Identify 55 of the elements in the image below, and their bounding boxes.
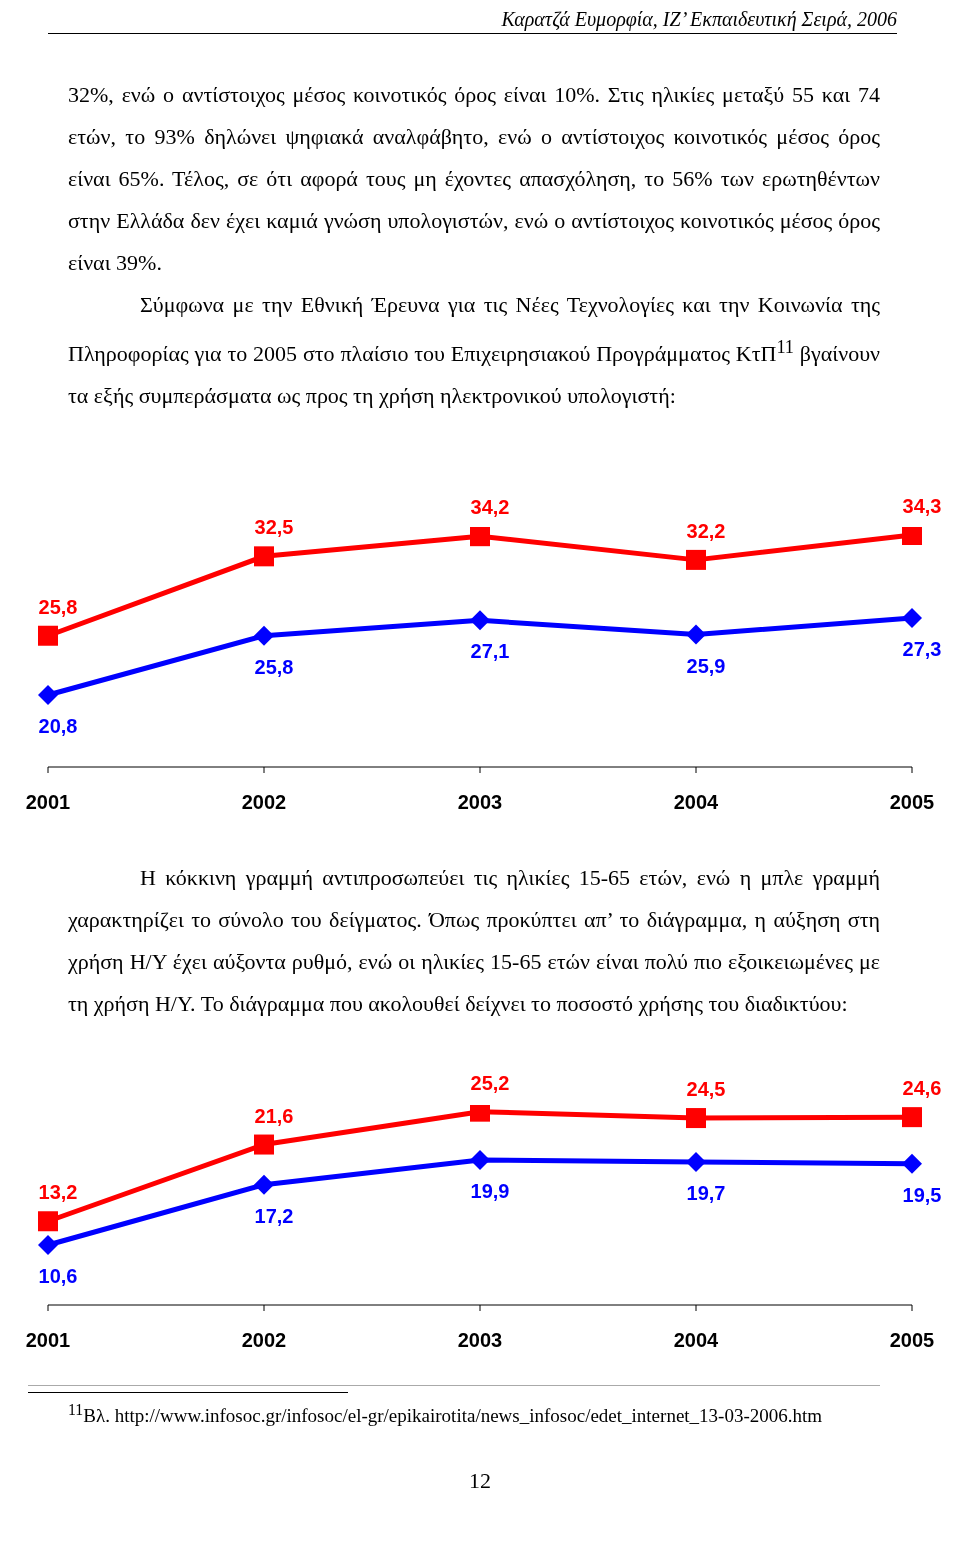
point <box>686 1152 706 1173</box>
data-label: 32,2 <box>686 520 726 543</box>
x-tick-label: 2005 <box>889 791 935 814</box>
x-tick-label: 2004 <box>673 1329 720 1352</box>
x-tick-label: 2001 <box>25 791 71 814</box>
data-label: 25,2 <box>470 1071 510 1094</box>
point <box>470 610 490 631</box>
point <box>38 1235 58 1256</box>
data-label: 34,3 <box>902 495 942 518</box>
x-tick-label: 2005 <box>889 1329 935 1352</box>
point <box>902 1107 922 1128</box>
point <box>254 626 274 647</box>
text: Η κόκκινη γραμμή αντιπροσωπεύει τις ηλικίες 15-65 ετών, ενώ η μπλε γραμμή χαρακτηρίζει το σύνολο του δείγματος. Όπως προκύπτει απ’ το διάγραμμα, η αύξηση στη χρήση Η/Υ έχει αύξοντα ρυθμό, ενώ οι ηλικίες 15-65 ετών είναι πολύ πιο εξοικειωμένες με τη χρήση Η/Υ. Το διάγραμμα που ακολουθεί δείχνει το ποσοστό χρήσης του διαδικτύου: <box>68 864 880 1019</box>
data-label: 13,2 <box>38 1181 78 1204</box>
data-label: 19,5 <box>902 1184 942 1207</box>
point <box>902 527 922 546</box>
x-tick-label: 2004 <box>673 791 720 814</box>
point <box>254 1175 274 1196</box>
point <box>38 685 58 706</box>
text: Σύμφωνα με την Εθνική Έρευνα για τις Νέες Τεχνολογίες και την Κοινωνία της Πληροφορίας για το 2005 στο πλαίσιο του Επιχειρησιακού Προγράμματος ΚτΠ$^{11}$ βγαίνουν τα εξής συμπεράσματα ως προς τη χρήση ηλεκτρονικού υπολογιστή: <box>68 292 880 409</box>
point <box>254 546 274 567</box>
point <box>686 1108 706 1129</box>
text: 12 <box>468 1467 492 1494</box>
point <box>254 1134 274 1155</box>
point <box>686 624 706 645</box>
x-tick-label: 2002 <box>241 1329 287 1352</box>
point <box>470 1150 490 1171</box>
data-label: 17,2 <box>254 1205 294 1228</box>
point <box>902 608 922 629</box>
point <box>686 550 706 571</box>
data-label: 25,8 <box>38 596 78 619</box>
data-label: 21,6 <box>254 1104 294 1127</box>
data-label: 24,5 <box>686 1078 726 1101</box>
data-label: 19,9 <box>470 1180 510 1203</box>
x-tick-label: 2002 <box>241 791 287 814</box>
data-label: 25,9 <box>686 654 726 677</box>
text: Καρατζά Ευμορφία, ΙΖ’ Εκπαιδευτική Σειρά, 2006 <box>48 8 897 34</box>
data-label: 20,8 <box>38 715 78 738</box>
point <box>902 1154 922 1175</box>
x-tick-label: 2003 <box>457 791 503 814</box>
data-label: 34,2 <box>470 496 510 519</box>
x-tick-label: 2001 <box>25 1329 71 1352</box>
data-label: 10,6 <box>38 1265 78 1288</box>
data-label: 24,6 <box>902 1077 942 1100</box>
point <box>38 1211 58 1232</box>
text: $^{11}$Βλ. http://www.infosoc.gr/infosoc/el-gr/epikairotita/news_infosoc/edet_internet_13-03-2006.htm <box>67 1401 824 1428</box>
x-tick-label: 2003 <box>457 1329 503 1352</box>
data-label: 19,7 <box>686 1182 726 1205</box>
data-label: 32,5 <box>254 516 294 539</box>
text: 32%, ενώ ο αντίστοιχος μέσος κοινοτικός όρος είναι 10%. Στις ηλικίες μεταξύ 55 και 74 ετών, το 93% δηλώνει ψηφιακά αναλφάβητο, ενώ ο αντίστοιχος κοινοτικός μέσος όρος είναι 65%. Τέλος, σε ότι αφορά τους μη έχοντες απασχόληση, το 56% των ερωτηθέντων στην Ελλάδα δεν έχει καμιά γνώση υπολογιστών, ενώ ο αντίστοιχος κοινοτικός μέσος όρος είναι 39%. <box>68 81 880 277</box>
point <box>470 527 490 547</box>
data-label: 27,1 <box>470 640 510 663</box>
data-label: 27,3 <box>902 638 942 661</box>
data-label: 25,8 <box>254 656 294 679</box>
point <box>38 626 58 647</box>
